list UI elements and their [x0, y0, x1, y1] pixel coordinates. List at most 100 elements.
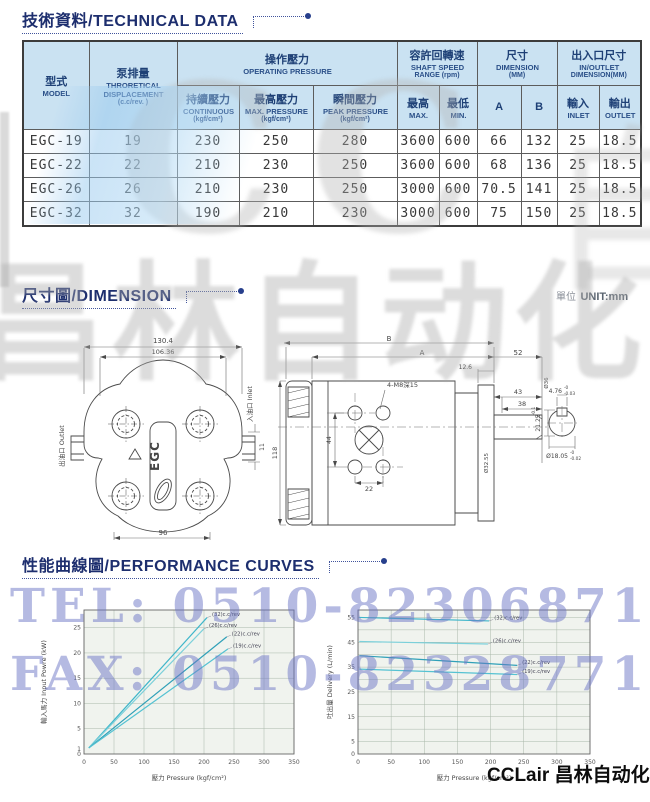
- dim-52: 52: [514, 349, 523, 357]
- col-header-shaft-speed: 容許回轉速 SHAFT SPEED RANGE (rpm): [396, 40, 478, 86]
- cell-disp: 32: [88, 200, 178, 226]
- connector-line: [328, 558, 387, 573]
- shaft-dia-tol-bot: -0.02: [570, 456, 581, 462]
- cell-smin: 600: [438, 128, 478, 154]
- cell-peak: 250: [312, 152, 398, 178]
- connector-dot: [304, 13, 311, 19]
- dimension-drawing-side-view: B A 52 12.6 43 38 118 44 22 4-M8深15 Ø32.…: [272, 335, 581, 547]
- connector-line: [252, 13, 311, 28]
- dim-106-36: 106.36: [152, 348, 175, 356]
- dimension-title: 尺寸圖/DIMENSION: [22, 288, 176, 309]
- svg-text:(32)c.c/rev: (32)c.c/rev: [494, 615, 522, 621]
- cell-b: 132: [520, 128, 558, 154]
- svg-text:5: 5: [351, 739, 355, 746]
- svg-text:250: 250: [228, 759, 240, 766]
- pump-body-outline: [84, 360, 242, 532]
- svg-text:35: 35: [347, 664, 355, 671]
- unit-note-zh: 單位: [556, 292, 576, 303]
- svg-text:(19)c.c/rev: (19)c.c/rev: [233, 643, 261, 649]
- mounting-flange: [286, 381, 312, 525]
- svg-text:25: 25: [73, 625, 81, 632]
- chart-input-power: 0 50 100 150 200 250 300 35001510152025(32)c.c/…: [39, 609, 300, 782]
- cell-peak: 280: [312, 128, 398, 154]
- cell-b: 150: [520, 200, 558, 226]
- table-row: EGC-19 19 230 250 280 3600 600 66 132 25 18.5: [22, 128, 642, 154]
- key-height-tol: -0.1: [531, 407, 537, 416]
- svg-text:0: 0: [82, 759, 86, 766]
- inlet-port: [242, 436, 255, 460]
- key-height: 21.25: [535, 414, 542, 431]
- cell-outlet: 18.5: [598, 200, 642, 226]
- svg-text:吐出量 Delivery (L/min): 吐出量 Delivery (L/min): [325, 645, 334, 719]
- connector-line: [185, 288, 244, 303]
- cell-maxp: 230: [238, 152, 314, 178]
- svg-text:0: 0: [356, 759, 360, 766]
- svg-text:0: 0: [351, 751, 355, 758]
- cell-model: EGC-32: [22, 200, 90, 226]
- svg-text:15: 15: [347, 714, 355, 721]
- svg-text:(32)c.c/rev: (32)c.c/rev: [212, 612, 240, 618]
- svg-text:200: 200: [198, 759, 210, 766]
- cell-b: 141: [520, 176, 558, 202]
- svg-text:壓力 Pressure (kgf/cm²): 壓力 Pressure (kgf/cm²): [152, 773, 227, 782]
- dimension-drawing-front-view: 130.4 106.36 96 11 出油口 Outlet 入油口 Inlet …: [57, 337, 266, 540]
- cell-inlet: 25: [556, 200, 600, 226]
- svg-text:50: 50: [110, 759, 118, 766]
- cell-peak: 230: [312, 200, 398, 226]
- cell-model: EGC-19: [22, 128, 90, 154]
- svg-text:1: 1: [77, 746, 81, 753]
- dim-12-6: 12.6: [459, 364, 473, 371]
- bolt-hole: [376, 406, 390, 420]
- unit-note-en: UNIT:mm: [580, 291, 629, 303]
- shaft-collar: [478, 385, 494, 521]
- cell-disp: 22: [88, 152, 178, 178]
- cell-model: EGC-26: [22, 176, 90, 202]
- cell-smax: 3000: [396, 200, 440, 226]
- svg-text:(26)c.c/rev: (26)c.c/rev: [209, 623, 237, 629]
- pump-housing: [312, 381, 455, 525]
- cell-inlet: 25: [556, 152, 600, 178]
- connector-dot: [237, 288, 244, 294]
- svg-text:100: 100: [419, 759, 431, 766]
- shaft-dia: Ø18.05: [546, 453, 568, 460]
- svg-text:20: 20: [73, 650, 81, 657]
- unit-note: 單位 UNIT:mm: [556, 287, 628, 305]
- cell-maxp: 230: [238, 176, 314, 202]
- cell-a: 75: [476, 200, 522, 226]
- table-row: EGC-26 26 210 230 250 3000 600 70.5 141 25 18.5: [22, 176, 642, 202]
- logo-oval: [151, 476, 175, 505]
- dim-43: 43: [514, 388, 522, 396]
- cell-maxp: 210: [238, 200, 314, 226]
- cell-a: 68: [476, 152, 522, 178]
- col-header-displacement: 泵排量 THRORETICAL DISPLACEMENT (c.c/rev. ): [88, 40, 178, 130]
- col-header-operating-pressure: 操作壓力 OPERATING PRESSURE: [176, 40, 398, 86]
- dia-shaft-base: Ø32.55: [483, 452, 490, 473]
- cell-smin: 600: [438, 176, 478, 202]
- cell-inlet: 25: [556, 128, 600, 154]
- svg-text:100: 100: [138, 759, 150, 766]
- dim-11: 11: [259, 443, 266, 451]
- performance-curves-title: 性能曲線圖/PERFORMANCE CURVES: [22, 558, 319, 579]
- cell-a: 70.5: [476, 176, 522, 202]
- svg-text:25: 25: [347, 689, 355, 696]
- cell-smin: 600: [438, 200, 478, 226]
- cell-disp: 26: [88, 176, 178, 202]
- technical-data-table: 型式 MODEL 泵排量 THRORETICAL DISPLACEMENT (c…: [22, 40, 643, 227]
- col-header-continuous: 持續壓力 CONTINUOUS (kgf/cm²): [176, 84, 240, 130]
- dim-22: 22: [365, 485, 373, 493]
- rear-cover: [455, 393, 478, 513]
- dim-b: B: [387, 335, 392, 343]
- svg-text:300: 300: [258, 759, 270, 766]
- svg-text:350: 350: [288, 759, 300, 766]
- shaft-dia-tol-top: -0: [570, 450, 575, 456]
- section-title-technical-data: 技術資料/TECHNICAL DATA: [22, 7, 311, 34]
- dim-118: 118: [272, 447, 279, 459]
- inlet-label: 入油口 Inlet: [245, 386, 254, 422]
- cell-outlet: 18.5: [598, 176, 642, 202]
- cell-cont: 210: [176, 152, 240, 178]
- dia-pilot: Ø36: [543, 377, 550, 389]
- dim-a: A: [420, 349, 425, 357]
- section-title-dimension: 尺寸圖/DIMENSION: [22, 282, 244, 309]
- cell-cont: 190: [176, 200, 240, 226]
